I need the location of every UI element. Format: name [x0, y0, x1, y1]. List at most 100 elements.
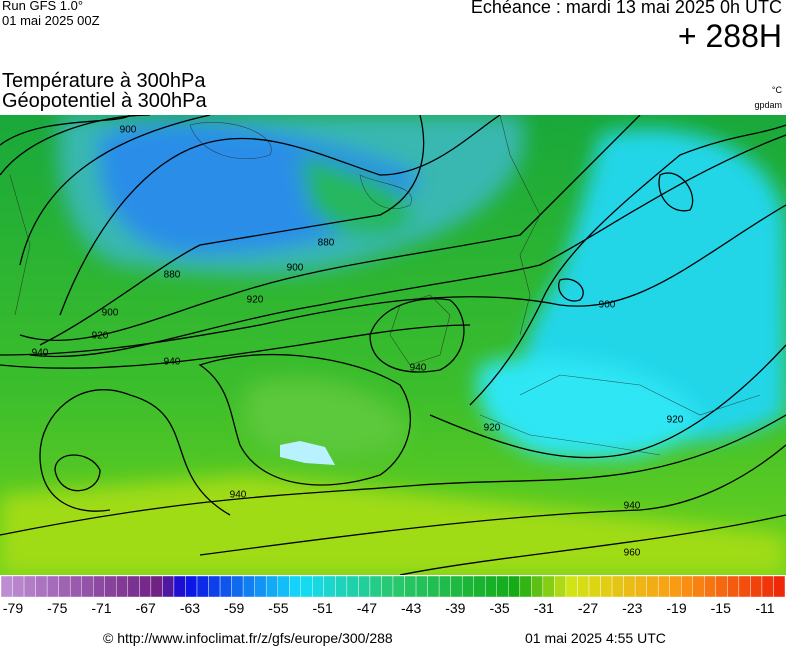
color-swatch [277, 576, 290, 598]
color-swatch [519, 576, 532, 598]
color-swatch [392, 576, 405, 598]
contour-label: 900 [102, 308, 119, 319]
contour-label: 920 [247, 295, 264, 306]
color-swatch [127, 576, 140, 598]
color-swatch [58, 576, 71, 598]
color-swatch [289, 576, 301, 598]
color-swatch [231, 576, 244, 598]
color-swatch [300, 576, 313, 598]
echeance: Echéance : mardi 13 mai 2025 0h UTC [470, 0, 782, 17]
color-swatch [542, 576, 555, 598]
color-swatch [669, 576, 682, 598]
color-swatch [381, 576, 394, 598]
color-swatch [473, 576, 486, 598]
colorbar-label: -51 [312, 600, 333, 616]
color-swatch [185, 576, 198, 598]
contour-label: 940 [410, 363, 427, 374]
map: 900 880 900 920 900 920 940 940 940 880 900 920 920 9… [0, 115, 786, 575]
color-swatch [692, 576, 705, 598]
color-swatch [139, 576, 152, 598]
colorbar-label: -59 [224, 600, 245, 616]
color-swatch [346, 576, 359, 598]
color-swatch [150, 576, 163, 598]
color-swatch [12, 576, 25, 598]
color-swatch [427, 576, 440, 598]
color-swatch [554, 576, 567, 598]
footer-time: 01 mai 2025 4:55 UTC [525, 630, 666, 646]
color-swatch [577, 576, 590, 598]
color-swatch [531, 576, 544, 598]
contour-label: 920 [484, 423, 501, 434]
color-swatch [450, 576, 463, 598]
color-swatch [704, 576, 717, 598]
colorbar-label: -75 [47, 600, 68, 616]
colorbar-label: -71 [91, 600, 112, 616]
color-swatch [196, 576, 209, 598]
contour-label: 940 [32, 348, 49, 359]
color-swatch [208, 576, 221, 598]
color-swatch [323, 576, 336, 598]
colorbar-label: -43 [400, 600, 422, 616]
color-swatch [438, 576, 451, 598]
contour-label: 920 [92, 331, 109, 342]
color-swatch [254, 576, 267, 598]
colorbar [0, 576, 786, 598]
colorbar-label: -79 [2, 600, 24, 616]
color-swatch [242, 576, 255, 598]
color-swatch [773, 576, 786, 598]
colorbar-label: -27 [577, 600, 599, 616]
contour-label: 880 [164, 270, 181, 281]
color-swatch [335, 576, 348, 598]
unit: gpdam [754, 100, 782, 110]
color-swatch [46, 576, 59, 598]
contour-label: 920 [667, 415, 684, 426]
color-swatch [35, 576, 48, 598]
color-swatch [496, 576, 509, 598]
color-swatch [369, 576, 382, 598]
color-swatch [219, 576, 232, 598]
color-swatch [611, 576, 624, 598]
horizon: + 288H [677, 18, 782, 54]
colorbar-label: -35 [489, 600, 510, 616]
colorbar-label: -31 [533, 600, 554, 616]
color-swatch [508, 576, 521, 598]
color-swatch [623, 576, 636, 598]
contour-label: 880 [318, 238, 335, 249]
color-swatch [93, 576, 105, 598]
color-swatch [23, 576, 36, 598]
unit: °C [771, 85, 782, 95]
colorbar-label: -47 [356, 600, 377, 616]
color-swatch [715, 576, 728, 598]
colorbar-label: -67 [135, 600, 156, 616]
colorbar-label: -19 [666, 600, 687, 616]
color-swatch [81, 576, 94, 598]
color-swatch [657, 576, 670, 598]
colorbar-label: -63 [179, 600, 201, 616]
contour-label: 900 [287, 263, 304, 274]
color-swatch [727, 576, 740, 598]
color-swatch [485, 576, 497, 598]
colorbar-label: -11 [755, 600, 775, 616]
colorbar-label: -39 [445, 600, 466, 616]
color-swatch [116, 576, 129, 598]
colorbar-label: -55 [268, 600, 289, 616]
color-swatch [265, 576, 278, 598]
color-swatch [600, 576, 613, 598]
contour-label: 900 [120, 125, 137, 136]
color-swatch [173, 576, 186, 598]
contour-label: 960 [624, 548, 641, 559]
footer-url: © http://www.infoclimat.fr/z/gfs/europe/… [103, 630, 393, 646]
color-swatch [415, 576, 428, 598]
legend-title: Géopotentiel à 300hPa [2, 90, 207, 112]
color-swatch [750, 576, 763, 598]
color-swatch [634, 576, 647, 598]
run-date: 01 mai 2025 00Z [2, 13, 100, 28]
color-swatch [358, 576, 371, 598]
color-swatch [588, 576, 601, 598]
contour-label: 940 [624, 501, 641, 512]
color-swatch [646, 576, 659, 598]
color-swatch [69, 576, 82, 598]
color-swatch [0, 576, 13, 598]
color-swatch [738, 576, 751, 598]
colorbar-label: -15 [710, 600, 731, 616]
